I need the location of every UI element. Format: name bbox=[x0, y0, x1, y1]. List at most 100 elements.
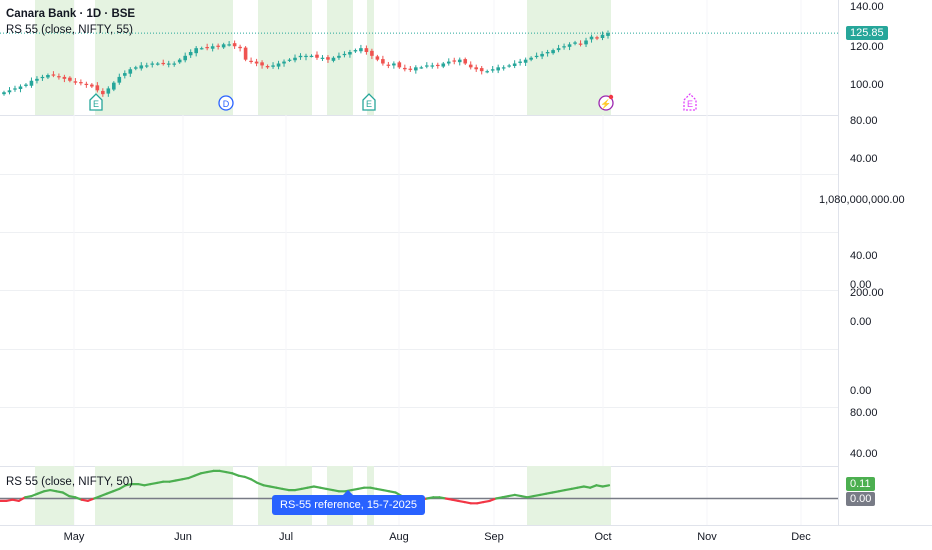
candle bbox=[46, 73, 50, 80]
pane-tick: 40.00 bbox=[850, 448, 878, 460]
candle bbox=[18, 84, 23, 93]
candle bbox=[562, 43, 566, 50]
candle-body bbox=[79, 82, 83, 84]
candle bbox=[479, 65, 484, 75]
candle bbox=[155, 61, 160, 66]
candle bbox=[348, 49, 352, 58]
candle-body bbox=[331, 57, 336, 61]
candle-body bbox=[589, 36, 594, 40]
candle bbox=[243, 46, 248, 62]
candle bbox=[232, 40, 237, 49]
candle-body bbox=[425, 65, 429, 67]
candle bbox=[320, 55, 325, 62]
candle-body bbox=[249, 60, 253, 63]
rs-segment bbox=[488, 497, 498, 502]
upcoming-earnings-marker[interactable]: E bbox=[683, 93, 697, 111]
candlestick-series bbox=[2, 30, 610, 97]
candle bbox=[364, 45, 369, 55]
candle-body bbox=[232, 43, 237, 47]
candle-body bbox=[24, 84, 28, 86]
candle-body bbox=[227, 44, 231, 46]
candle-body bbox=[397, 62, 402, 68]
dividend-marker[interactable]: D bbox=[218, 95, 234, 111]
candle-body bbox=[133, 67, 138, 69]
rs-segment bbox=[105, 490, 115, 495]
candle bbox=[370, 48, 374, 60]
candle-body bbox=[419, 67, 424, 69]
candle bbox=[7, 87, 12, 95]
candle bbox=[183, 52, 187, 63]
candle bbox=[545, 49, 550, 57]
candle bbox=[265, 64, 270, 69]
rs-indicator-legend[interactable]: RS 55 (close, NIFTY, 50) bbox=[6, 476, 133, 488]
candle-body bbox=[183, 55, 187, 61]
candle-body bbox=[276, 63, 281, 67]
rs-segment bbox=[99, 492, 108, 498]
alert-dot bbox=[608, 94, 614, 100]
candle-body bbox=[326, 57, 330, 60]
candle-body bbox=[452, 60, 457, 62]
candle-body bbox=[490, 69, 495, 71]
candle-body bbox=[534, 55, 539, 58]
candle-body bbox=[408, 68, 413, 70]
candle bbox=[523, 57, 528, 66]
price-tick: 140.00 bbox=[850, 1, 884, 13]
candle-body bbox=[7, 90, 12, 93]
indicator-legend[interactable]: RS 55 (close, NIFTY, 55) bbox=[6, 24, 133, 36]
earnings-marker[interactable]: E bbox=[362, 93, 376, 111]
candle bbox=[260, 60, 264, 69]
candle-body bbox=[578, 43, 583, 45]
candle bbox=[468, 61, 473, 70]
earnings-marker[interactable]: E bbox=[89, 93, 103, 111]
candle-body bbox=[161, 62, 166, 65]
candle-body bbox=[381, 59, 385, 64]
highlight-band bbox=[95, 466, 233, 525]
candle bbox=[589, 34, 594, 43]
candle-body bbox=[309, 55, 314, 58]
candle bbox=[452, 57, 457, 65]
candle-body bbox=[485, 71, 489, 73]
rs-segment bbox=[17, 496, 27, 502]
candle-body bbox=[364, 48, 369, 52]
candle-body bbox=[287, 59, 292, 61]
rs-reference-tooltip[interactable]: RS-55 reference, 15-7-2025 bbox=[272, 490, 425, 515]
candle-body bbox=[254, 61, 259, 64]
candle bbox=[419, 65, 424, 69]
candle-body bbox=[507, 65, 511, 67]
candle bbox=[194, 46, 198, 57]
rs-segment bbox=[118, 484, 127, 490]
candle-body bbox=[172, 63, 177, 65]
candle-body bbox=[523, 59, 528, 63]
symbol-title[interactable]: Canara Bank · 1D · BSE bbox=[6, 8, 136, 20]
candle-body bbox=[243, 47, 248, 60]
candle bbox=[95, 82, 100, 93]
rs-segment bbox=[111, 487, 121, 493]
candle bbox=[441, 61, 446, 69]
marker-shape bbox=[218, 95, 234, 111]
candle bbox=[29, 77, 34, 88]
marker-label: D bbox=[223, 99, 230, 109]
candle bbox=[606, 30, 610, 39]
rs-segment bbox=[30, 492, 39, 498]
marker-label: E bbox=[93, 99, 99, 109]
rs-segment bbox=[231, 472, 240, 477]
candle bbox=[430, 62, 435, 69]
volume-tick: 1,080,000,000.00 bbox=[819, 194, 905, 206]
candle-body bbox=[562, 46, 566, 48]
price-tick: 100.00 bbox=[850, 79, 884, 91]
candle bbox=[474, 64, 479, 72]
candle bbox=[13, 85, 17, 92]
candle bbox=[386, 61, 391, 69]
candle bbox=[567, 42, 572, 51]
marker-shape bbox=[89, 93, 103, 111]
price-axis[interactable]: 140.00 120.00 100.00 80.00 40.00 1,080,0… bbox=[819, 0, 932, 525]
candle bbox=[128, 67, 133, 77]
candle bbox=[227, 41, 231, 47]
marker-shape bbox=[598, 95, 614, 111]
candle bbox=[551, 48, 555, 55]
time-tick: Oct bbox=[594, 531, 612, 543]
flash-event-icon[interactable]: ⚡ bbox=[598, 94, 614, 111]
candle-body bbox=[375, 56, 380, 60]
candle-body bbox=[265, 65, 270, 68]
